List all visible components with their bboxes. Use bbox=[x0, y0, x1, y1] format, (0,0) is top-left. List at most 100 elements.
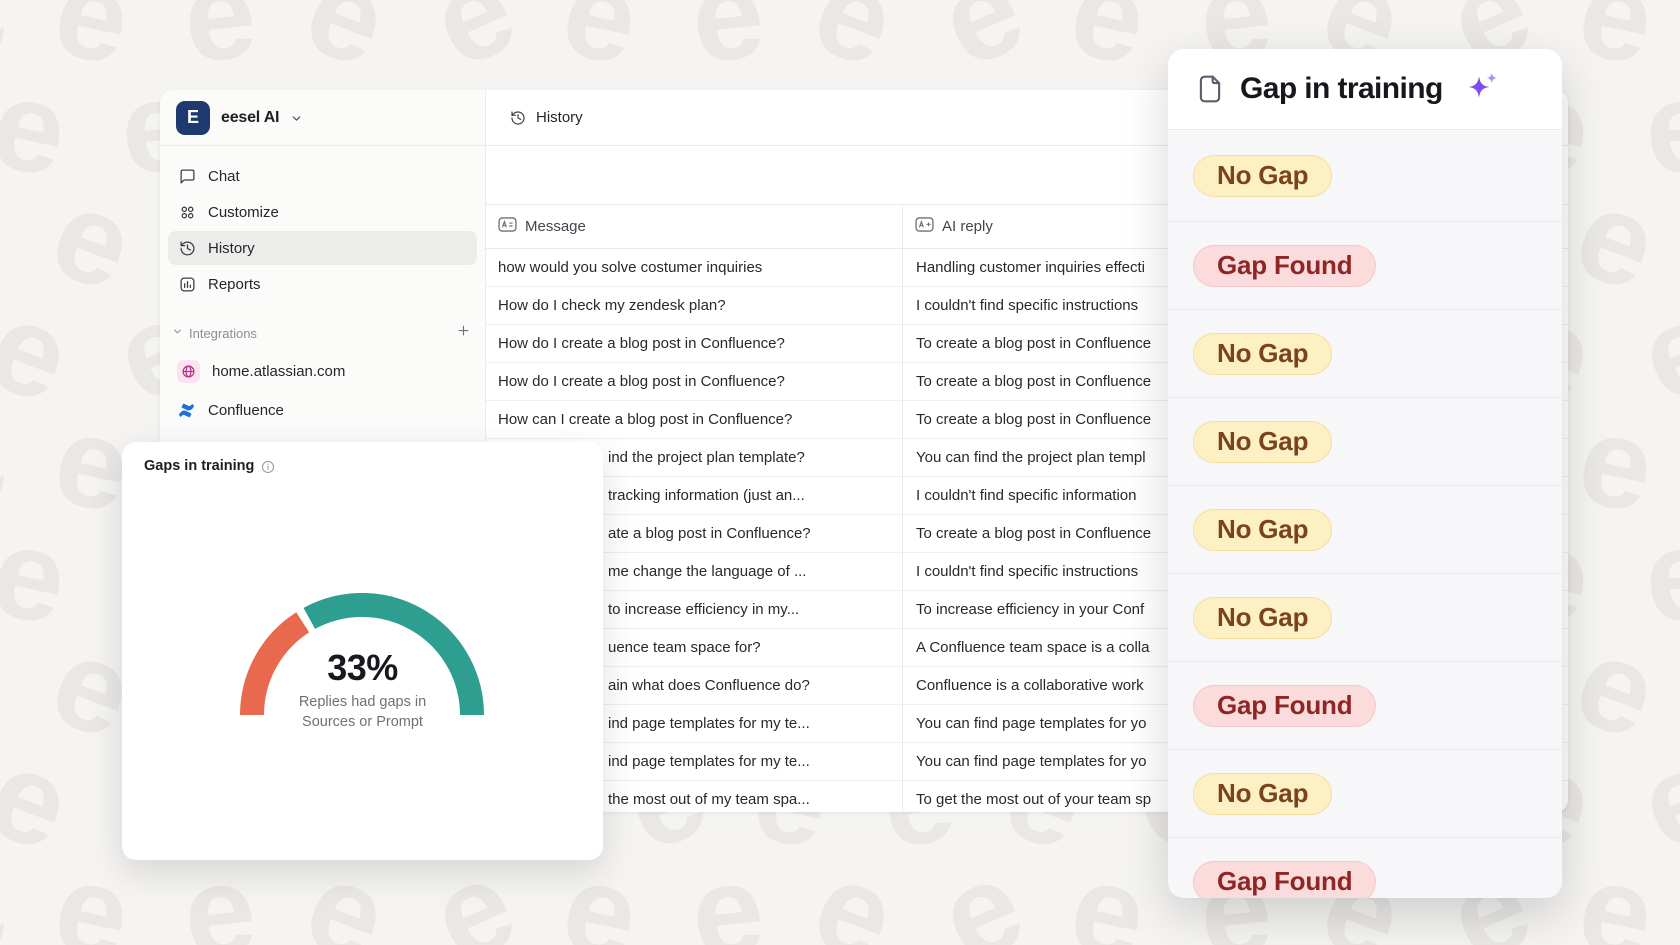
eesel-logo: E bbox=[176, 100, 210, 135]
sidebar-item-chat[interactable]: Chat bbox=[168, 159, 477, 193]
message-cell-text: to increase efficiency in my... bbox=[608, 601, 800, 618]
page-title: History bbox=[536, 109, 583, 126]
gap-status-badge: Gap Found bbox=[1193, 860, 1377, 898]
reply-cell-text: I couldn't find specific information bbox=[916, 487, 1137, 504]
chevron-down-icon[interactable] bbox=[290, 112, 303, 125]
sidebar-item-reports[interactable]: Reports bbox=[168, 267, 477, 301]
table-row[interactable]: me change the language of ... I couldn't… bbox=[486, 553, 1568, 591]
message-cell-text: uence team space for? bbox=[608, 639, 761, 656]
reports-icon bbox=[179, 276, 196, 293]
gap-panel-title: Gap in training bbox=[1240, 72, 1443, 105]
table-row[interactable]: how would you solve costumer inquiries H… bbox=[486, 249, 1568, 287]
gap-status-badge: No Gap bbox=[1193, 332, 1333, 375]
reply-cell-text: A Confluence team space is a colla bbox=[916, 639, 1150, 656]
gauge-value: 33% bbox=[327, 647, 398, 688]
gap-panel-row: No Gap bbox=[1168, 750, 1562, 838]
page-header: History bbox=[486, 90, 1568, 146]
reply-cell-text: You can find page templates for yo bbox=[916, 715, 1147, 732]
table-row[interactable]: tracking information (just an... I could… bbox=[486, 477, 1568, 515]
message-cell-text: How do I create a blog post in Confluenc… bbox=[498, 335, 785, 352]
table-body: how would you solve costumer inquiries H… bbox=[486, 249, 1568, 812]
message-cell-text: the most out of my team spa... bbox=[608, 791, 810, 808]
reply-cell-text: To create a blog post in Confluence bbox=[916, 525, 1152, 542]
sidebar-item-customize[interactable]: Customize bbox=[168, 195, 477, 229]
reply-cell-text: To create a blog post in Confluence bbox=[916, 335, 1152, 352]
history-icon bbox=[179, 240, 196, 257]
chevron-down-icon[interactable] bbox=[172, 324, 183, 342]
history-table: Message AI reply how would you solve cos… bbox=[486, 204, 1568, 812]
gap-panel-row: No Gap bbox=[1168, 398, 1562, 486]
message-cell-text: How can I create a blog post in Confluen… bbox=[498, 411, 793, 428]
integration-item[interactable]: Confluence bbox=[168, 392, 477, 428]
add-integration-button[interactable] bbox=[456, 323, 471, 343]
table-row[interactable]: to increase efficiency in my... To incre… bbox=[486, 591, 1568, 629]
info-icon[interactable] bbox=[261, 460, 275, 474]
message-cell-text: how would you solve costumer inquiries bbox=[498, 259, 763, 276]
card-title: Gaps in training bbox=[144, 458, 255, 474]
document-icon bbox=[1197, 74, 1223, 104]
reply-cell-text: You can find the project plan templ bbox=[916, 449, 1146, 466]
workspace-switcher[interactable]: E eesel AI bbox=[160, 90, 485, 146]
text-field-icon bbox=[498, 217, 517, 236]
gap-status-badge: No Gap bbox=[1193, 596, 1333, 639]
column-header-ai-reply[interactable]: AI reply bbox=[903, 205, 1568, 248]
sidebar-nav: Chat Customize History Reports bbox=[160, 146, 485, 301]
gap-panel-row: Gap Found bbox=[1168, 222, 1562, 310]
integrations-label: Integrations bbox=[189, 325, 257, 341]
gap-panel-row: No Gap bbox=[1168, 130, 1562, 222]
gap-panel-row: No Gap bbox=[1168, 574, 1562, 662]
reply-cell-text: To increase efficiency in your Conf bbox=[916, 601, 1145, 618]
gap-status-badge: Gap Found bbox=[1193, 684, 1377, 727]
integrations-list: home.atlassian.com Confluence bbox=[160, 343, 485, 428]
table-row[interactable]: ind page templates for my te... You can … bbox=[486, 743, 1568, 781]
reply-cell-text: I couldn't find specific instructions bbox=[916, 563, 1139, 580]
message-cell-text: ind page templates for my te... bbox=[608, 753, 810, 770]
reply-cell-text: You can find page templates for yo bbox=[916, 753, 1147, 770]
message-cell-text: ind the project plan template? bbox=[608, 449, 805, 466]
sparkles-icon bbox=[1466, 69, 1500, 103]
card-title-row: Gaps in training bbox=[144, 458, 275, 474]
table-row[interactable]: the most out of my team spa... To get th… bbox=[486, 781, 1568, 812]
reply-cell-text: To get the most out of your team sp bbox=[916, 791, 1152, 808]
confluence-icon bbox=[177, 401, 196, 420]
message-cell-text: ind page templates for my te... bbox=[608, 715, 810, 732]
globe-icon bbox=[177, 359, 200, 383]
reply-cell-text: To create a blog post in Confluence bbox=[916, 411, 1152, 428]
gap-in-training-panel: Gap in training No Gap Gap Found No Gap … bbox=[1168, 49, 1562, 898]
table-row[interactable]: uence team space for? A Confluence team … bbox=[486, 629, 1568, 667]
table-row[interactable]: ind the project plan template? You can f… bbox=[486, 439, 1568, 477]
table-row[interactable]: How do I check my zendesk plan? I couldn… bbox=[486, 287, 1568, 325]
customize-icon bbox=[179, 204, 196, 221]
ai-field-icon bbox=[915, 217, 934, 236]
gap-panel-row: No Gap bbox=[1168, 486, 1562, 574]
message-cell-text: ate a blog post in Confluence? bbox=[608, 525, 811, 542]
chat-icon bbox=[179, 168, 196, 185]
gauge-chart bbox=[240, 593, 484, 716]
gap-status-badge: No Gap bbox=[1193, 420, 1333, 463]
table-row[interactable]: ind page templates for my te... You can … bbox=[486, 705, 1568, 743]
gap-status-badge: No Gap bbox=[1193, 508, 1333, 551]
gap-status-badge: No Gap bbox=[1193, 772, 1333, 815]
gap-panel-rows: No Gap Gap Found No Gap No Gap No Gap No… bbox=[1168, 130, 1562, 898]
table-row[interactable]: How do I create a blog post in Confluenc… bbox=[486, 363, 1568, 401]
column-header-message[interactable]: Message bbox=[486, 205, 903, 248]
gap-panel-row: Gap Found bbox=[1168, 662, 1562, 750]
gap-panel-header: Gap in training bbox=[1168, 49, 1562, 130]
integrations-section-header: Integrations bbox=[160, 323, 485, 343]
table-row[interactable]: ate a blog post in Confluence? To create… bbox=[486, 515, 1568, 553]
gauge-subtitle: Replies had gaps in Sources or Prompt bbox=[298, 694, 427, 730]
message-cell-text: How do I create a blog post in Confluenc… bbox=[498, 373, 785, 390]
gap-panel-row: Gap Found bbox=[1168, 838, 1562, 898]
table-row[interactable]: ain what does Confluence do? Confluence … bbox=[486, 667, 1568, 705]
history-icon bbox=[510, 110, 526, 126]
table-row[interactable]: How can I create a blog post in Confluen… bbox=[486, 401, 1568, 439]
table-header-row: Message AI reply bbox=[486, 205, 1568, 249]
gaps-in-training-card: Gaps in training 33% Replies had gaps in… bbox=[122, 442, 603, 860]
sidebar-item-history[interactable]: History bbox=[168, 231, 477, 265]
workspace-name: eesel AI bbox=[221, 108, 280, 126]
message-cell-text: ain what does Confluence do? bbox=[608, 677, 810, 694]
integration-item[interactable]: home.atlassian.com bbox=[168, 353, 477, 389]
reply-cell-text: I couldn't find specific instructions bbox=[916, 297, 1139, 314]
table-row[interactable]: How do I create a blog post in Confluenc… bbox=[486, 325, 1568, 363]
